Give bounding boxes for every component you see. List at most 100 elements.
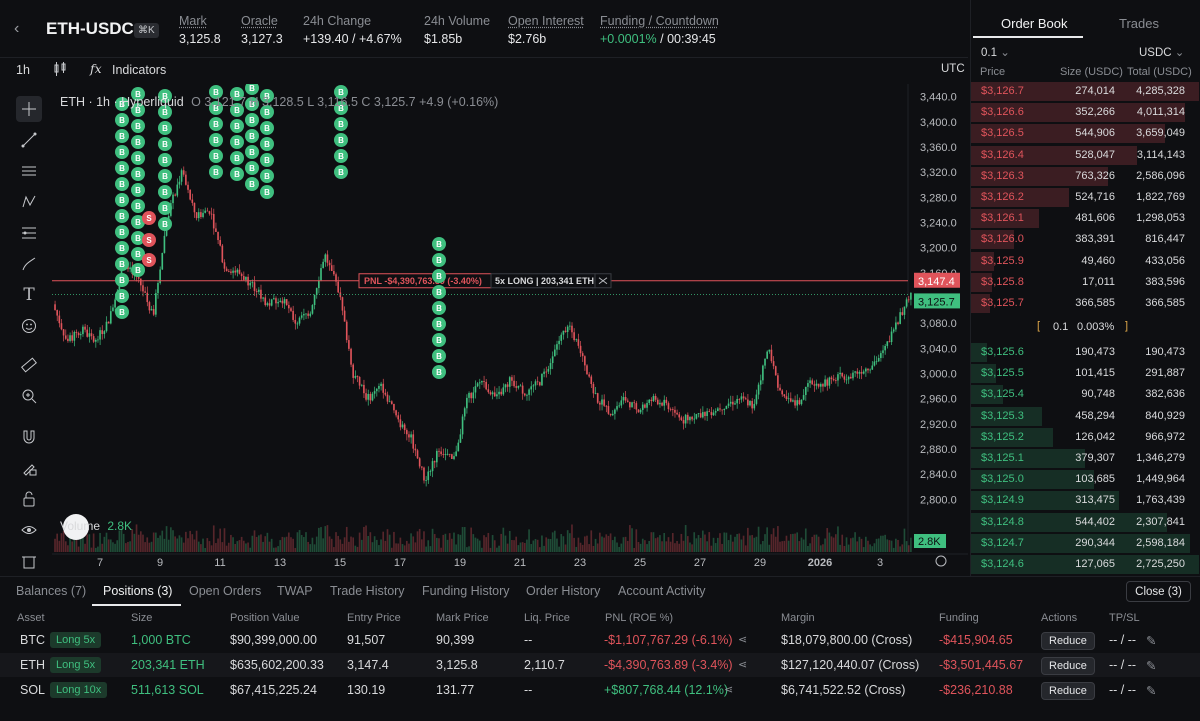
share-icon[interactable]: ⋖: [724, 684, 734, 696]
position-row[interactable]: SOL Long 10x 511,613 SOL $67,415,225.24 130.…: [0, 678, 1200, 702]
tab-balances[interactable]: Balances (7): [16, 584, 87, 598]
col-entry-price[interactable]: Entry Price: [347, 612, 401, 624]
ask-row[interactable]: $3,126.6 352,266 4,011,314: [971, 102, 1199, 123]
candle: [212, 214, 215, 229]
tpsl-edit[interactable]: -- / --: [1109, 683, 1137, 697]
trash-icon[interactable]: [16, 548, 42, 574]
volume-bar: [757, 526, 760, 552]
bid-row[interactable]: $3,125.4 90,748 382,636: [971, 384, 1199, 405]
tab-positions[interactable]: Positions (3): [103, 584, 173, 598]
chart-settings-icon[interactable]: [935, 555, 947, 567]
unlock-icon[interactable]: [16, 486, 42, 512]
ask-row[interactable]: $3,125.8 17,011 383,596: [971, 272, 1199, 292]
volume-bar: [318, 527, 320, 552]
close-all-button[interactable]: Close (3): [1126, 581, 1191, 602]
tab-account-activity[interactable]: Account Activity: [618, 584, 706, 598]
reduce-button[interactable]: Reduce: [1041, 657, 1095, 675]
bid-row[interactable]: $3,125.0 103,685 1,449,964: [971, 469, 1199, 490]
share-icon[interactable]: ⋖: [738, 659, 748, 671]
position-margin: $6,741,522.52 (Cross): [781, 683, 906, 697]
tab-funding-history[interactable]: Funding History: [422, 584, 510, 598]
bid-row[interactable]: $3,125.5 101,415 291,887: [971, 363, 1199, 384]
tpsl-edit[interactable]: -- / --: [1109, 658, 1137, 672]
bid-row[interactable]: $3,124.9 313,475 1,763,439: [971, 490, 1199, 511]
trend-line-icon[interactable]: [16, 127, 42, 153]
reduce-button[interactable]: Reduce: [1041, 682, 1095, 700]
candle: [324, 254, 327, 262]
magnet-icon[interactable]: [16, 424, 42, 450]
col-asset: Asset: [17, 612, 45, 624]
edit-pencil-icon[interactable]: ✎: [1146, 684, 1157, 698]
edit-pencil-icon[interactable]: ✎: [1146, 659, 1157, 673]
crosshair-icon[interactable]: [16, 96, 42, 122]
tab-order-book[interactable]: Order Book: [1001, 16, 1068, 31]
brush-icon[interactable]: [16, 251, 42, 277]
ask-row[interactable]: $3,126.3 763,326 2,586,096: [971, 166, 1199, 186]
ask-row[interactable]: $3,126.1 481,606 1,298,053: [971, 208, 1199, 229]
position-row[interactable]: BTC Long 5x 1,000 BTC $90,399,000.00 91,507 9…: [0, 628, 1200, 652]
tab-trade-history[interactable]: Trade History: [330, 584, 405, 598]
fib-icon[interactable]: [16, 220, 42, 246]
stat-label[interactable]: Mark: [179, 14, 207, 28]
bid-row[interactable]: $3,124.8 544,402 2,307,841: [971, 512, 1199, 532]
bid-row[interactable]: $3,125.1 379,307 1,346,279: [971, 448, 1199, 468]
lock-drawing-icon[interactable]: [16, 455, 42, 481]
close-icon[interactable]: [598, 277, 608, 285]
buy-marker-label: B: [249, 116, 255, 125]
bid-row[interactable]: $3,125.2 126,042 966,972: [971, 427, 1199, 447]
candle: [849, 376, 852, 379]
stat-label[interactable]: Funding / Countdown: [600, 14, 719, 28]
interval-selector[interactable]: 1h: [16, 63, 30, 77]
ask-row[interactable]: $3,126.0 383,391 816,447: [971, 229, 1199, 250]
stat-label: 24h Volume: [424, 14, 491, 28]
tab-trades[interactable]: Trades: [1119, 16, 1159, 31]
bid-row[interactable]: $3,125.3 458,294 840,929: [971, 406, 1199, 426]
timezone-label[interactable]: UTC: [941, 63, 965, 75]
search-shortcut-badge[interactable]: ⌘K: [134, 23, 159, 38]
volume-tag: 2.8K: [918, 536, 941, 548]
candle-type-icon[interactable]: [52, 61, 68, 80]
share-icon[interactable]: ⋖: [738, 634, 748, 646]
ask-row[interactable]: $3,126.4 528,047 3,114,143: [971, 145, 1199, 165]
price-chart[interactable]: 3,440.0 3,400.0 3,360.0 3,320.0 3,280.0 3,240…: [52, 84, 968, 574]
zoom-icon[interactable]: [16, 383, 42, 409]
ask-row[interactable]: $3,126.7 274,014 4,285,328: [971, 81, 1199, 101]
volume-bar: [800, 537, 803, 552]
ask-row[interactable]: $3,126.5 544,906 3,659,049: [971, 123, 1199, 144]
buy-marker: [131, 87, 145, 101]
stat-label[interactable]: Open Interest: [508, 14, 584, 28]
ask-row[interactable]: $3,125.7 366,585 366,585: [971, 293, 1199, 313]
position-row[interactable]: ETH Long 5x 203,341 ETH $635,602,200.33 3,14…: [0, 653, 1200, 677]
emoji-icon[interactable]: [16, 313, 42, 339]
bid-row[interactable]: $3,124.6 127,065 2,725,250: [971, 554, 1199, 574]
buy-marker-label: B: [119, 308, 125, 317]
tab-twap[interactable]: TWAP: [277, 584, 313, 598]
indicators-button[interactable]: Indicators: [112, 63, 167, 77]
tpsl-edit[interactable]: -- / --: [1109, 633, 1137, 647]
indicators-icon[interactable]: fx: [90, 61, 102, 76]
candle: [674, 409, 676, 413]
bid-row[interactable]: $3,125.6 190,473 190,473: [971, 342, 1199, 362]
currency-select[interactable]: USDC ⌄: [1139, 45, 1184, 59]
volume-bar: [99, 532, 101, 552]
tab-open-orders[interactable]: Open Orders: [189, 584, 262, 598]
tick-size-select[interactable]: 0.1 ⌄: [981, 45, 1010, 59]
stat-label[interactable]: Oracle: [241, 14, 278, 28]
bid-row[interactable]: $3,124.7 290,344 2,598,184: [971, 533, 1199, 553]
reduce-button[interactable]: Reduce: [1041, 632, 1095, 650]
candle: [455, 451, 457, 457]
back-chevron-icon[interactable]: ‹: [14, 20, 20, 37]
volume-bar: [440, 547, 442, 552]
eye-icon[interactable]: [16, 517, 42, 543]
volume-bar: [191, 534, 194, 552]
pattern-icon[interactable]: [16, 189, 42, 215]
col-pnl[interactable]: PNL (ROE %): [605, 612, 674, 624]
ruler-icon[interactable]: [16, 352, 42, 378]
market-symbol[interactable]: ETH-USDC: [46, 19, 134, 38]
text-icon[interactable]: T: [23, 285, 35, 305]
ask-row[interactable]: $3,125.9 49,460 433,056: [971, 251, 1199, 271]
horizontal-lines-icon[interactable]: [16, 158, 42, 184]
tab-order-history[interactable]: Order History: [526, 584, 601, 598]
edit-pencil-icon[interactable]: ✎: [1146, 634, 1157, 648]
ask-row[interactable]: $3,126.2 524,716 1,822,769: [971, 187, 1199, 207]
